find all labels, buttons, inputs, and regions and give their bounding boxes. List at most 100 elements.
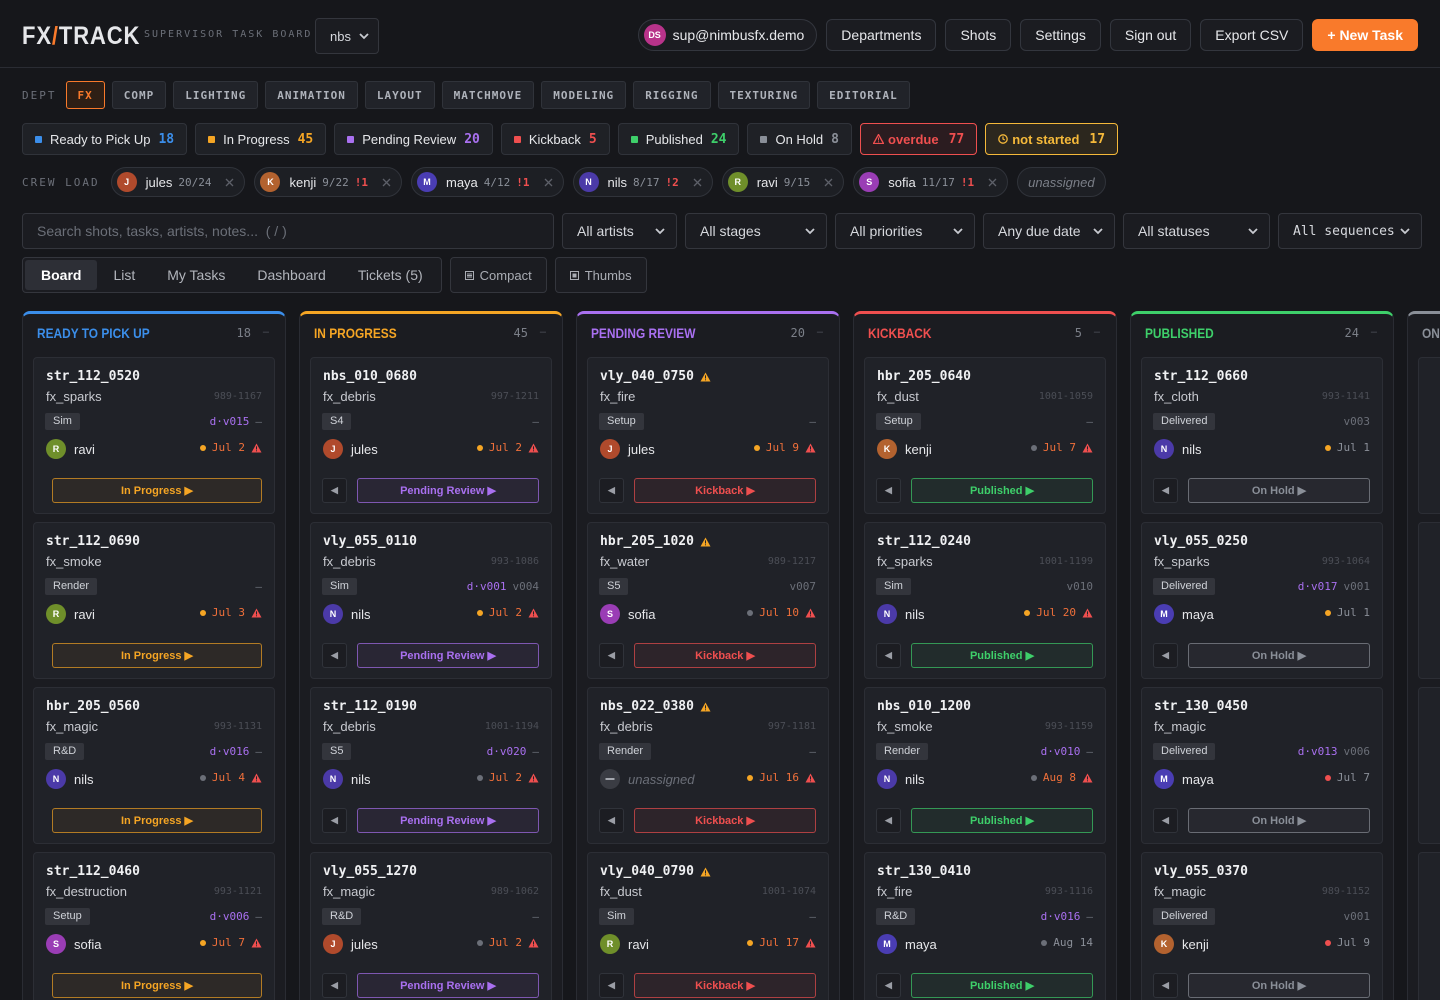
task-card[interactable]: nbs_022_0380 fx_debris 997-1181 Render – unas…: [587, 687, 829, 844]
card-back-button[interactable]: ◀: [876, 478, 901, 503]
department-button[interactable]: COMP: [111, 81, 167, 109]
filter-select[interactable]: All sequences: [1278, 213, 1422, 249]
filter-select[interactable]: All statuses: [1123, 213, 1270, 249]
new-task-button[interactable]: + New Task: [1312, 19, 1418, 51]
card-next-button[interactable]: Published ▶: [911, 643, 1093, 668]
status-chip[interactable]: Pending Review 20: [334, 123, 493, 155]
column-collapse[interactable]: –: [1093, 326, 1100, 338]
card-back-button[interactable]: ◀: [322, 643, 347, 668]
card-next-button[interactable]: In Progress ▶: [52, 808, 262, 833]
card-back-button[interactable]: ◀: [876, 643, 901, 668]
task-card[interactable]: vly_055_0370 fx_magic 989-1152 Delivered v00…: [1141, 852, 1383, 1000]
task-card[interactable]: vly_055_0250 fx_sparks 993-1064 Delivered d·…: [1141, 522, 1383, 679]
view-toggle[interactable]: Thumbs: [554, 257, 647, 293]
card-back-button[interactable]: ◀: [322, 478, 347, 503]
search-input[interactable]: Search shots, tasks, artists, notes... (…: [22, 213, 554, 249]
card-back-button[interactable]: ◀: [322, 808, 347, 833]
card-next-button[interactable]: In Progress ▶: [52, 643, 262, 668]
task-card[interactable]: [1418, 522, 1440, 679]
card-next-button[interactable]: Published ▶: [911, 973, 1093, 998]
status-chip[interactable]: Published 24: [617, 123, 740, 155]
filter-select[interactable]: All priorities: [835, 213, 975, 249]
filter-select[interactable]: Any due date: [983, 213, 1115, 249]
crew-unassigned[interactable]: unassigned: [1017, 167, 1106, 197]
card-next-button[interactable]: Pending Review ▶: [357, 808, 539, 833]
column-collapse[interactable]: –: [262, 326, 269, 338]
department-button[interactable]: MODELING: [541, 81, 627, 109]
status-chip[interactable]: In Progress 45: [195, 123, 327, 155]
task-card[interactable]: str_112_0190 fx_debris 1001-1194 S5 d·v020– N…: [310, 687, 552, 844]
column-collapse[interactable]: –: [1370, 326, 1377, 338]
task-card[interactable]: str_112_0460 fx_destruction 993-1121 Setup d…: [33, 852, 275, 1000]
department-button[interactable]: FX: [65, 81, 105, 109]
card-back-button[interactable]: ◀: [599, 478, 624, 503]
card-back-button[interactable]: ◀: [599, 808, 624, 833]
card-next-button[interactable]: In Progress ▶: [52, 973, 262, 998]
card-back-button[interactable]: ◀: [1153, 478, 1178, 503]
card-back-button[interactable]: ◀: [599, 643, 624, 668]
card-next-button[interactable]: On Hold ▶: [1188, 973, 1370, 998]
card-next-button[interactable]: On Hold ▶: [1188, 643, 1370, 668]
nav-button[interactable]: Settings: [1020, 19, 1101, 51]
card-next-button[interactable]: Published ▶: [911, 808, 1093, 833]
department-button[interactable]: ANIMATION: [265, 81, 358, 109]
view-tab[interactable]: Board: [25, 260, 98, 290]
column-collapse[interactable]: –: [816, 326, 823, 338]
status-chip[interactable]: Kickback 5: [500, 123, 610, 155]
card-next-button[interactable]: Pending Review ▶: [357, 643, 539, 668]
task-card[interactable]: [1418, 852, 1440, 1000]
card-next-button[interactable]: Published ▶: [911, 478, 1093, 503]
filter-select[interactable]: All stages: [685, 213, 827, 249]
view-tab[interactable]: My Tasks: [167, 267, 226, 283]
task-card[interactable]: str_130_0450 fx_magic Delivered d·v013 v006 M…: [1141, 687, 1383, 844]
view-tab[interactable]: List: [113, 267, 136, 283]
card-next-button[interactable]: Kickback ▶: [634, 808, 816, 833]
card-next-button[interactable]: Kickback ▶: [634, 973, 816, 998]
card-next-button[interactable]: Pending Review ▶: [357, 973, 539, 998]
department-button[interactable]: LAYOUT: [364, 81, 435, 109]
card-back-button[interactable]: ◀: [876, 973, 901, 998]
card-back-button[interactable]: ◀: [322, 973, 347, 998]
view-tab[interactable]: Tickets (5): [357, 267, 423, 283]
user-pill[interactable]: DS sup@nimbusfx.demo: [637, 19, 818, 51]
department-button[interactable]: LIGHTING: [173, 81, 259, 109]
project-select[interactable]: nbs: [315, 18, 379, 54]
view-toggle[interactable]: Compact: [449, 257, 547, 293]
view-tab[interactable]: Dashboard: [257, 267, 326, 283]
task-card[interactable]: vly_055_0110 fx_debris 993-1086 Sim d·v001 v0…: [310, 522, 552, 679]
task-card[interactable]: str_112_0520 fx_sparks 989-1167 Sim d·v015– R…: [33, 357, 275, 514]
alert-chip[interactable]: not started 17: [985, 123, 1119, 155]
card-back-button[interactable]: ◀: [599, 973, 624, 998]
card-next-button[interactable]: On Hold ▶: [1188, 478, 1370, 503]
card-back-button[interactable]: ◀: [1153, 973, 1178, 998]
alert-chip[interactable]: overdue 77: [860, 123, 978, 155]
nav-button[interactable]: Departments: [826, 19, 937, 51]
nav-button[interactable]: Sign out: [1109, 19, 1192, 51]
department-button[interactable]: MATCHMOVE: [441, 81, 535, 109]
card-back-button[interactable]: ◀: [876, 808, 901, 833]
card-back-button[interactable]: ◀: [1153, 643, 1178, 668]
task-card[interactable]: [1418, 687, 1440, 844]
department-button[interactable]: TEXTURING: [717, 81, 811, 109]
card-next-button[interactable]: Kickback ▶: [634, 643, 816, 668]
status-chip[interactable]: Ready to Pick Up 18: [22, 123, 188, 155]
card-back-button[interactable]: ◀: [1153, 808, 1178, 833]
department-button[interactable]: EDITORIAL: [817, 81, 910, 109]
task-card[interactable]: str_112_0660 fx_cloth 993-1141 Delivered v00…: [1141, 357, 1383, 514]
department-button[interactable]: RIGGING: [633, 81, 711, 109]
nav-button[interactable]: Export CSV: [1200, 19, 1304, 51]
filter-select[interactable]: All artists: [562, 213, 677, 249]
